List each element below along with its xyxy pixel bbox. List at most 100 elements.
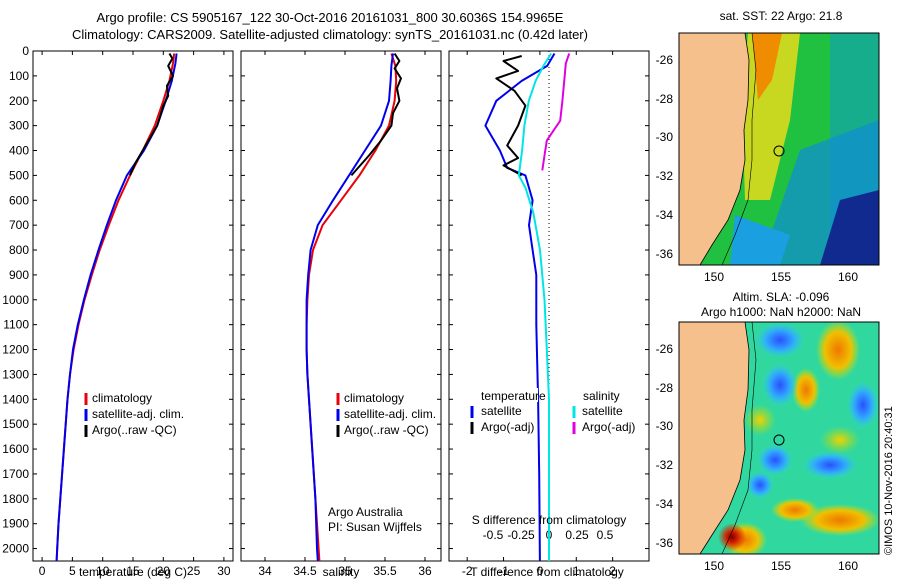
depth-tick-label: 1600 xyxy=(2,442,29,456)
depth-tick-label: 900 xyxy=(9,268,29,282)
x-tick-label: 15 xyxy=(126,564,140,578)
salinity-axis-ticks: 34 34.5 35 35.5 36 xyxy=(258,51,432,578)
depth-tick-label: 300 xyxy=(9,119,29,133)
sla-lat-tick: -30 xyxy=(656,419,674,433)
s-diff-tick-label: 0.5 xyxy=(597,528,614,542)
temperature-plot-frame xyxy=(32,50,234,562)
pi-annotation: PI: Susan Wijffels xyxy=(328,520,422,534)
legend-background xyxy=(478,388,538,402)
depth-tick-label: 1700 xyxy=(2,467,29,481)
sst-map-frame xyxy=(678,32,880,266)
depth-tick-label: 1400 xyxy=(2,392,29,406)
sla-lat-tick: -36 xyxy=(656,536,674,550)
sla-map-ticks: -26 -28 -30 -32 -34 -36 150 155 160 xyxy=(656,342,859,573)
series-line-temperature-argo-adj xyxy=(495,55,527,177)
temperature-series xyxy=(55,52,178,562)
sla-map-title: Altim. SLA: -0.096 xyxy=(733,290,830,304)
x-tick-label: 25 xyxy=(187,564,201,578)
depth-tick-label: 0 xyxy=(22,44,29,58)
sla-lon-tick: 160 xyxy=(838,559,858,573)
salinity-series xyxy=(305,52,402,562)
sst-map-image xyxy=(679,33,879,265)
x-tick-label: 36 xyxy=(418,564,432,578)
argo-australia-annotation: Argo Australia xyxy=(328,505,403,519)
sst-lat-tick: -36 xyxy=(656,247,674,261)
series-line-salinity-argo-adj xyxy=(541,53,571,171)
x-tick-label: 35 xyxy=(338,564,352,578)
figure-title-line2: Climatology: CARS2009. Satellite-adjuste… xyxy=(72,27,588,42)
salinity-profile-panel: 34 34.5 35 35.5 36 salinity climatology sate… xyxy=(240,50,442,579)
series-line-satellite-adj-clim xyxy=(305,53,394,562)
sst-lat-tick: -32 xyxy=(656,169,674,183)
sla-lon-tick: 150 xyxy=(704,559,724,573)
sst-lon-tick: 155 xyxy=(771,270,791,284)
legend-label-climatology: climatology xyxy=(92,391,152,405)
depth-tick-label: 1900 xyxy=(2,517,29,531)
sla-map-panel: Altim. SLA: -0.096 Argo h1000: NaN h2000… xyxy=(656,290,880,573)
legend-label-sal-satellite: satellite xyxy=(582,404,623,418)
x-tick-label: 34 xyxy=(258,564,272,578)
s-diff-tick-label: -0.5 xyxy=(483,528,504,542)
x-tick-label: 0 xyxy=(537,564,544,578)
sst-lat-tick: -30 xyxy=(656,130,674,144)
sst-lat-tick: -34 xyxy=(656,208,674,222)
legend-label-sal-argo: Argo(-adj) xyxy=(582,420,635,434)
temperature-axis-label: temperature (deg C) xyxy=(79,565,187,579)
sla-lon-tick: 155 xyxy=(771,559,791,573)
series-line-salinity-satellite xyxy=(517,52,553,561)
depth-tick-label: 1200 xyxy=(2,343,29,357)
legend-label-satellite: satellite-adj. clim. xyxy=(92,407,184,421)
difference-depth-ticks xyxy=(449,50,649,550)
t-difference-axis-ticks: -2 -1 0 1 2 xyxy=(462,51,616,578)
temperature-axis-ticks: 0 5 10 15 20 25 30 xyxy=(39,51,231,578)
figure-title-line1: Argo profile: CS 5905167_122 30-Oct-2016… xyxy=(96,10,564,25)
argo-position-marker-sla xyxy=(773,434,785,446)
depth-tick-label: 1300 xyxy=(2,367,29,381)
sst-lat-tick: -26 xyxy=(656,53,674,67)
salinity-depth-ticks xyxy=(241,50,441,550)
sst-lon-tick: 160 xyxy=(838,270,858,284)
x-tick-label: 20 xyxy=(157,564,171,578)
depth-tick-label: 2000 xyxy=(2,542,29,556)
depth-axis-ticks: 0 100 200 300 400 500 600 700 800 900 1000 1100 1200… xyxy=(2,44,233,556)
depth-tick-label: 800 xyxy=(9,243,29,257)
salinity-legend: climatology satellite-adj. clim. Argo(..… xyxy=(336,391,436,437)
series-line-argo-raw-qc xyxy=(129,52,174,176)
x-tick-label: 35.5 xyxy=(373,564,397,578)
sla-lat-tick: -34 xyxy=(656,497,674,511)
s-diff-tick-label: -0.25 xyxy=(507,528,535,542)
sla-lat-tick: -28 xyxy=(656,381,674,395)
x-tick-label: 0 xyxy=(39,564,46,578)
legend-group-temperature: temperature xyxy=(481,389,546,403)
x-tick-label: 34.5 xyxy=(293,564,317,578)
legend-label-temp-argo: Argo(-adj) xyxy=(481,420,534,434)
x-tick-label: 5 xyxy=(69,564,76,578)
sla-map-frame xyxy=(678,321,880,555)
depth-tick-label: 1500 xyxy=(2,417,29,431)
difference-profile-panel: -2 -1 0 1 2 -0.5-0.25 0 0.25 0.5 T difference f… xyxy=(448,50,650,579)
depth-tick-label: 1800 xyxy=(2,492,29,506)
s-diff-tick-label: 0.25 xyxy=(565,528,589,542)
sst-map-ticks: -26 -28 -30 -32 -34 -36 150 155 160 xyxy=(656,53,859,284)
sst-map-title: sat. SST: 22 Argo: 21.8 xyxy=(720,9,843,23)
depth-tick-label: 100 xyxy=(9,69,29,83)
sst-map-panel: sat. SST: 22 Argo: 21.8 -26 -28 - xyxy=(656,9,880,284)
salinity-plot-frame xyxy=(240,50,442,562)
t-difference-axis-label: T difference from climatology xyxy=(470,565,624,579)
x-tick-label: 10 xyxy=(96,564,110,578)
legend-label-temp-satellite: satellite xyxy=(481,404,522,418)
x-tick-label: -2 xyxy=(462,564,473,578)
legend-label-climatology: climatology xyxy=(344,391,404,405)
temperature-profile-panel: 0100200300400500600700800900100011001200… xyxy=(2,44,234,579)
x-tick-label: 30 xyxy=(217,564,231,578)
argo-position-marker-sst xyxy=(773,145,785,157)
depth-tick-label: 200 xyxy=(9,94,29,108)
depth-tick-label: 1100 xyxy=(3,318,29,332)
sst-lon-tick: 150 xyxy=(704,270,724,284)
depth-tick-label: 700 xyxy=(9,218,29,232)
depth-tick-label: 600 xyxy=(9,193,29,207)
series-line-temperature-satellite xyxy=(484,52,556,562)
s-difference-axis-label: S difference from climatology xyxy=(472,513,627,527)
depth-tick-label: 1000 xyxy=(2,293,29,307)
